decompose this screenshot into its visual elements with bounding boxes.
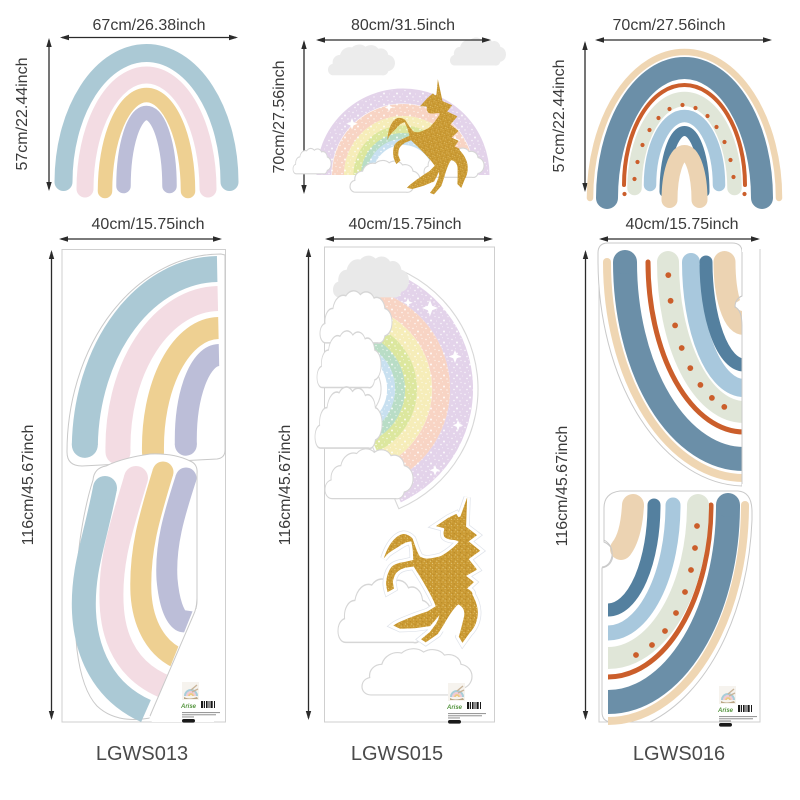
svg-text:70cm/27.56inch: 70cm/27.56inch [271,61,288,174]
svg-text:LGWS016: LGWS016 [633,743,725,765]
svg-text:40cm/15.75inch: 40cm/15.75inch [349,216,462,233]
svg-text:Arise: Arise [180,704,197,710]
svg-text:57cm/22.44inch: 57cm/22.44inch [551,60,568,173]
svg-text:80cm/31.5inch: 80cm/31.5inch [351,17,455,34]
svg-text:40cm/15.75inch: 40cm/15.75inch [626,216,739,233]
svg-text:LGWS013: LGWS013 [96,743,188,765]
svg-text:116cm/45.67inch: 116cm/45.67inch [277,425,294,546]
svg-text:40cm/15.75inch: 40cm/15.75inch [92,216,205,233]
svg-text:70cm/27.56inch: 70cm/27.56inch [613,17,726,34]
svg-text:57cm/22.44inch: 57cm/22.44inch [14,58,31,171]
svg-text:116cm/45.67inch: 116cm/45.67inch [20,425,37,546]
svg-text:116cm/45.67inch: 116cm/45.67inch [554,426,571,547]
svg-text:67cm/26.38inch: 67cm/26.38inch [93,17,206,34]
svg-text:LGWS015: LGWS015 [351,743,443,765]
